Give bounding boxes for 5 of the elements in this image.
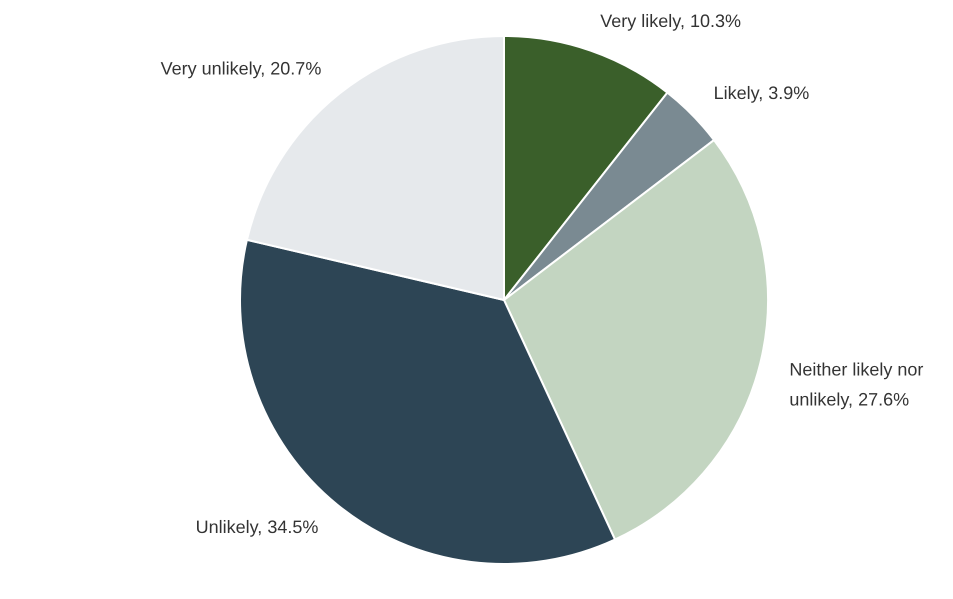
slice-label: Unlikely, 34.5% [196, 516, 318, 537]
slice-label: Likely, 3.9% [714, 82, 810, 103]
slice-label: Very likely, 10.3% [600, 11, 741, 32]
slice-label: Very unlikely, 20.7% [160, 58, 322, 79]
slice-label: Neither likely nor unlikely, 27.6% [789, 360, 924, 410]
